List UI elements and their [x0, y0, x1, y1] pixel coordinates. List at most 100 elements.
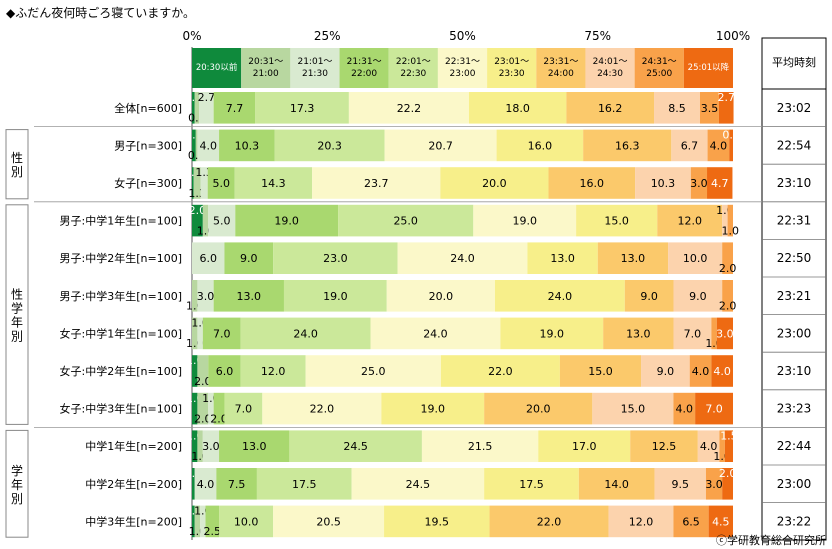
- average-time: 23:21: [777, 289, 812, 303]
- average-time: 23:10: [777, 364, 812, 378]
- bar-segment: [727, 204, 733, 237]
- data-label: 2.7: [717, 91, 735, 104]
- bar-segment: [673, 280, 723, 312]
- legend-entry: 21:00: [253, 69, 279, 79]
- bar-segment: [654, 92, 700, 124]
- group-label-char: 性: [11, 151, 23, 165]
- data-label: 22.0: [488, 365, 513, 378]
- bar-segment: [194, 468, 217, 500]
- data-label: 22.0: [537, 515, 562, 528]
- bar-segment: [624, 280, 674, 312]
- data-label: 13.0: [550, 252, 575, 265]
- data-label: 3.0: [705, 478, 723, 491]
- data-label: 19.5: [425, 515, 450, 528]
- data-label: 14.3: [261, 177, 286, 190]
- data-label: 4.0: [710, 139, 728, 152]
- bar-row: 男子[n=300]0.70.34.0 10.3 20.3 20.7 16.0 16.3 6.…: [114, 129, 826, 165]
- bar-segment: [255, 92, 349, 124]
- data-label: 24.0: [450, 252, 475, 265]
- data-label: 22.2: [397, 102, 422, 115]
- data-label: 9.0: [657, 365, 675, 378]
- bar-segment: [193, 167, 201, 199]
- data-label: 14.0: [604, 478, 629, 491]
- bar-segment: [690, 167, 708, 199]
- category-label: 男子:中学3年生[n=100]: [60, 289, 182, 303]
- data-label: 3.5: [701, 102, 719, 115]
- category-label: 中学1年生[n=200]: [85, 439, 182, 453]
- data-label: 15.0: [588, 365, 613, 378]
- bar-segment: [208, 204, 236, 237]
- bar-segment: [219, 129, 275, 162]
- category-label: 全体[n=600]: [114, 101, 182, 115]
- bar-segment: [635, 167, 691, 199]
- bar-segment: [202, 204, 209, 237]
- bar-segment: [440, 167, 549, 199]
- bar-segment: [213, 92, 256, 124]
- bar-segment: [566, 92, 655, 124]
- data-label: 7.0: [684, 327, 702, 340]
- data-label: 16.3: [615, 139, 640, 152]
- bar-segment: [718, 92, 734, 124]
- data-label: 2.7: [198, 91, 216, 104]
- x-tick-label: 0%: [182, 29, 201, 43]
- data-label: 4.7: [711, 177, 729, 190]
- data-label: 10.3: [235, 139, 260, 152]
- data-label: 2.5: [204, 525, 222, 538]
- bar-segment: [192, 92, 195, 124]
- bar-segment: [192, 129, 196, 162]
- data-label: 7.5: [228, 478, 246, 491]
- bar-segment: [538, 430, 631, 462]
- bar-segment: [273, 505, 385, 538]
- category-label: 女子[n=300]: [114, 176, 182, 190]
- category-label: 女子:中学2年生[n=100]: [60, 364, 182, 378]
- data-label: 2.0: [719, 300, 737, 313]
- bar-segment: [603, 317, 674, 350]
- legend-entry: 24:31〜: [642, 57, 677, 67]
- bar-segment: [200, 167, 208, 199]
- average-time: 22:50: [777, 251, 812, 265]
- legend-swatch: [241, 48, 291, 88]
- data-label: 15.0: [621, 403, 646, 416]
- data-label: 19.0: [274, 215, 299, 228]
- data-label: 16.0: [528, 139, 553, 152]
- bar-segment: [719, 430, 725, 462]
- average-time: 23:00: [777, 326, 812, 340]
- bar-segment: [673, 505, 709, 538]
- data-label: 16.2: [598, 102, 623, 115]
- bar-segment: [673, 317, 712, 350]
- data-label: 4.5: [712, 515, 730, 528]
- group-label-char: 別: [11, 165, 23, 179]
- bar-row: 女子:中学2年生[n=100]1.02.06.0 12.0 25.0 22.0 15.0…: [60, 354, 826, 391]
- bar-segment: [273, 242, 398, 274]
- average-time: 22:31: [777, 214, 812, 228]
- bar-row: 女子:中学3年生[n=100]1.02.01.02.07.0 22.0 19.0 20…: [60, 392, 826, 428]
- average-time: 23:02: [777, 101, 812, 115]
- legend-entry: 23:01〜: [494, 57, 529, 67]
- bar-segment: [256, 468, 352, 500]
- x-tick-label: 100%: [716, 29, 750, 43]
- data-label: 6.5: [682, 515, 700, 528]
- bar-segment: [716, 317, 733, 350]
- bar-segment: [583, 129, 672, 162]
- bar-segment: [192, 505, 195, 538]
- data-label: 22.0: [310, 403, 335, 416]
- category-label: 男子[n=300]: [114, 139, 182, 152]
- bar-segment: [202, 430, 220, 462]
- average-header: 平均時刻: [772, 55, 816, 69]
- data-label: 13.0: [626, 327, 651, 340]
- data-label: 20.3: [317, 139, 342, 152]
- bar-row: 中学2年生[n=200]0.54.0 7.5 17.5 24.5 17.5 14.0 9.5…: [85, 467, 826, 504]
- bar-segment: [234, 167, 313, 199]
- data-label: 10.0: [683, 252, 708, 265]
- bar-segment: [484, 392, 593, 425]
- bar-segment: [673, 392, 696, 425]
- bar-segment: [219, 430, 290, 462]
- legend-entry: 22:00: [351, 69, 377, 79]
- bar-segment: [240, 355, 306, 387]
- data-label: 23.7: [364, 177, 389, 190]
- data-label: 6.0: [199, 252, 217, 265]
- bar-segment: [608, 505, 674, 538]
- legend-swatch: [192, 48, 242, 88]
- bar-segment: [711, 355, 733, 387]
